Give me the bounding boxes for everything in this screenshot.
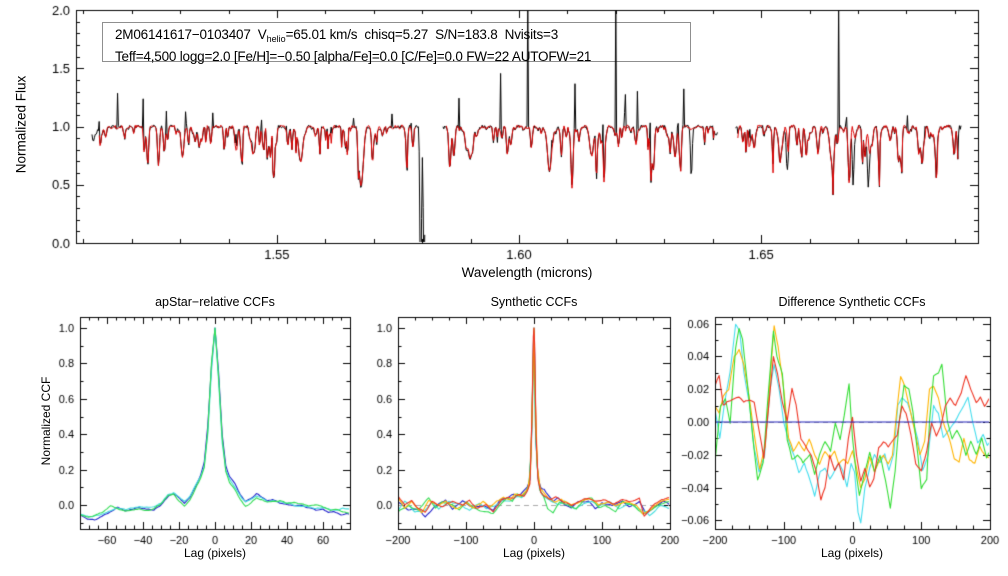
lag-axis-title-right: Lag (pixels) (820, 546, 884, 560)
ccf-y-axis-title: Normalized CCF (39, 376, 53, 466)
ccf-synthetic-title: Synthetic CCFs (490, 295, 578, 309)
spectrum-y-axis-title: Normalized Flux (13, 75, 29, 174)
ccf-apstar-title: apStar−relative CCFs (155, 295, 275, 309)
lag-axis-title-left: Lag (pixels) (183, 546, 247, 560)
ccf-difference-title: Difference Synthetic CCFs (778, 295, 926, 309)
lag-axis-title-mid: Lag (pixels) (502, 546, 566, 560)
spectrum-x-axis-title: Wavelength (microns) (461, 265, 593, 280)
